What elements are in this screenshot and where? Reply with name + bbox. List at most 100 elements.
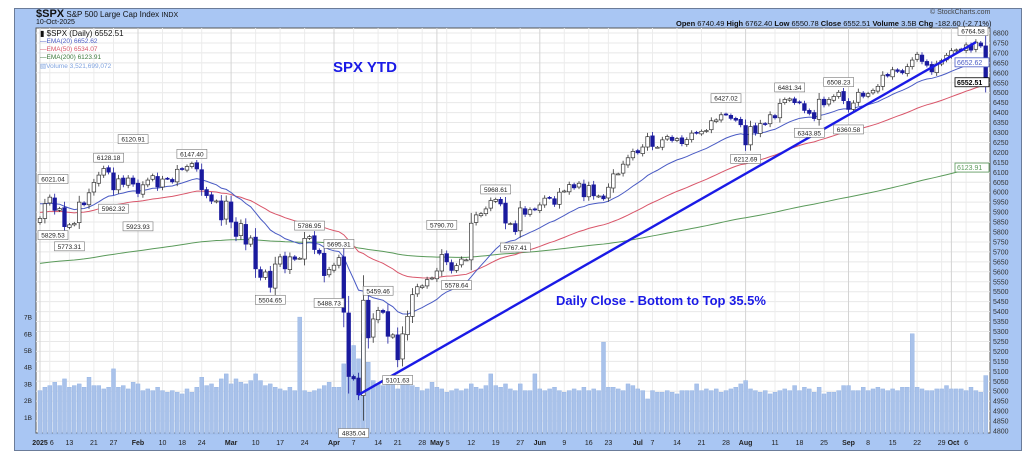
- candle: [483, 208, 489, 215]
- candle: [772, 115, 778, 119]
- y-tick-label: 5500: [993, 289, 1009, 296]
- candle: [233, 221, 239, 237]
- volume-bar: [674, 393, 680, 435]
- x-tick-label: 19: [492, 440, 500, 447]
- volume-bar: [390, 378, 395, 435]
- price-label-box: [93, 152, 124, 163]
- x-tick-label: 9: [562, 440, 566, 447]
- candle: [802, 103, 807, 111]
- y-tick-label: 5550: [993, 279, 1009, 286]
- candle: [792, 98, 797, 104]
- ohlc-value: 3.5B: [901, 19, 919, 28]
- candle: [635, 150, 640, 154]
- ohlc-value: 6550.78: [791, 19, 821, 28]
- volume-bar: [91, 385, 97, 435]
- candle: [473, 214, 479, 223]
- volume-bar: [758, 392, 763, 435]
- x-tick-label: 21: [90, 440, 98, 447]
- candle: [571, 184, 577, 189]
- volume-bar: [694, 383, 699, 435]
- candle: [723, 113, 729, 116]
- volume-bar: [282, 390, 288, 435]
- x-tick-label: 18: [796, 440, 804, 447]
- candle: [767, 114, 773, 125]
- volume-bar: [434, 387, 440, 435]
- candle: [366, 299, 371, 339]
- x-tick-label: Jun: [534, 440, 546, 447]
- y-tick-label: 5200: [993, 349, 1009, 356]
- y-tick-label: 6500: [993, 90, 1009, 97]
- legend-ema50: —EMA(50) 6534.07: [40, 46, 98, 53]
- candle: [248, 237, 253, 245]
- price-label-box: [957, 26, 989, 36]
- volume-bar: [826, 392, 832, 435]
- volume-bar: [581, 387, 587, 435]
- candle: [62, 207, 67, 227]
- candle: [508, 223, 513, 225]
- volume-bar: [400, 383, 405, 435]
- x-tick-label: 13: [66, 440, 74, 447]
- ohlc-key: Volume: [872, 19, 902, 28]
- volume-bar: [37, 390, 43, 435]
- volume-bar: [532, 373, 538, 435]
- candle: [777, 103, 783, 119]
- candle: [552, 198, 557, 205]
- candle: [135, 182, 141, 194]
- price-label-box: [37, 230, 69, 240]
- volume-bar: [493, 385, 498, 435]
- y-tick-label: 5350: [993, 319, 1009, 326]
- volume-bar: [405, 382, 410, 435]
- candle: [611, 173, 616, 189]
- price-label: 5829.53: [41, 233, 65, 240]
- price-label-box: [793, 127, 825, 138]
- candle: [586, 185, 591, 198]
- volume-bar: [351, 345, 356, 435]
- volume-bar: [929, 390, 934, 435]
- volume-bar: [733, 387, 738, 435]
- candle: [336, 257, 342, 266]
- volume-bar: [821, 393, 827, 435]
- volume-bar: [42, 387, 48, 435]
- volume-bar: [890, 388, 895, 435]
- volume-bar: [160, 390, 165, 435]
- volume-bar: [963, 390, 969, 435]
- volume-bar: [488, 373, 493, 435]
- ohlc-key: Low: [774, 19, 792, 28]
- x-tick-label: Sep: [842, 440, 855, 447]
- x-tick-label: Apr: [328, 440, 340, 447]
- candle: [219, 200, 224, 221]
- candle: [581, 183, 587, 198]
- candle: [263, 271, 268, 278]
- candle: [684, 139, 689, 145]
- volume-bar: [420, 390, 425, 435]
- volume-bar: [518, 383, 523, 435]
- candle: [415, 286, 420, 295]
- volume-bar: [459, 390, 464, 435]
- volume-bar: [121, 385, 126, 435]
- candle: [140, 184, 146, 195]
- candle: [493, 199, 498, 202]
- price-label: 5767.41: [504, 245, 528, 252]
- volume-bar: [375, 383, 381, 435]
- candle: [596, 195, 601, 198]
- candle: [625, 157, 631, 166]
- volume-bar: [47, 385, 52, 435]
- y-tick-label: 6300: [993, 130, 1009, 137]
- candle: [302, 238, 307, 260]
- price-label: 6343.85: [798, 130, 822, 137]
- volume-bar: [307, 392, 312, 435]
- candle: [728, 115, 734, 119]
- candle: [130, 177, 136, 185]
- y-tick-label: 4850: [993, 419, 1009, 426]
- volume-bar: [194, 387, 200, 435]
- candle: [57, 208, 62, 211]
- volume-bar: [777, 390, 783, 435]
- volume-bar: [939, 388, 944, 435]
- x-tick-label: 27: [110, 440, 118, 447]
- candle: [743, 125, 748, 146]
- volume-bar: [905, 387, 910, 435]
- candle: [52, 197, 57, 211]
- x-tick-label: 27: [516, 440, 524, 447]
- price-label-box: [499, 242, 531, 253]
